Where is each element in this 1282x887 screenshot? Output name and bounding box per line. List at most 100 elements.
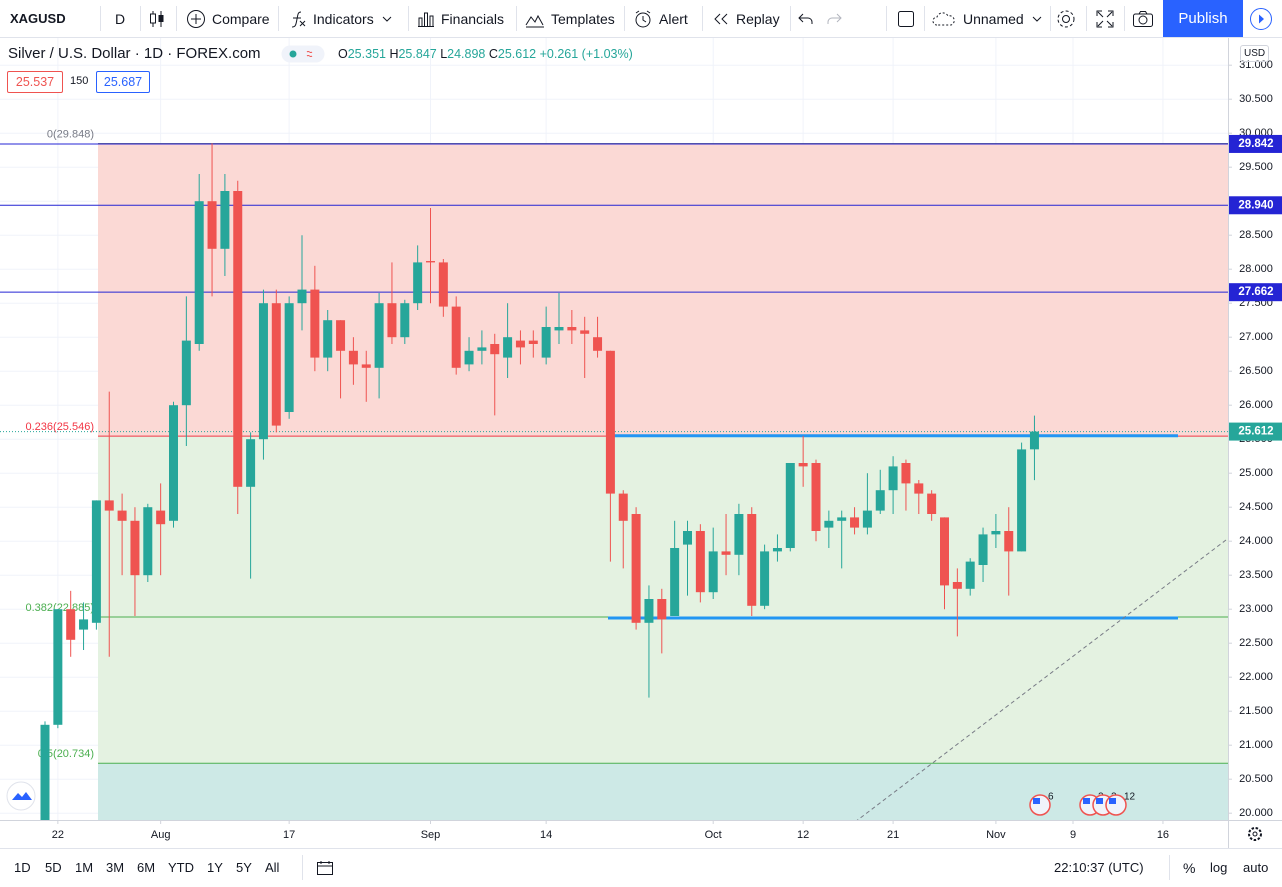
candle-body — [593, 337, 603, 351]
candle-body — [850, 517, 860, 528]
undo-button[interactable] — [798, 0, 814, 37]
separator — [924, 6, 925, 31]
candle-body — [284, 303, 294, 412]
range-button[interactable]: 6M — [137, 860, 156, 875]
candle-body — [451, 306, 461, 368]
trend-line — [856, 539, 1227, 820]
event-flag-canton — [1109, 798, 1116, 804]
candle-body — [40, 724, 50, 820]
candle-body — [374, 303, 384, 368]
financials-button[interactable]: Financials — [417, 0, 504, 37]
interval-button[interactable]: D — [115, 0, 125, 37]
range-button[interactable]: 3M — [106, 860, 125, 875]
event-flag-canton — [1096, 798, 1103, 804]
candle-body — [156, 510, 166, 525]
layout-button[interactable]: Unnamed — [931, 0, 1044, 37]
chart-type-button[interactable] — [149, 0, 165, 37]
event-marker[interactable]: 6 — [1029, 792, 1054, 816]
goto-date-button[interactable] — [316, 849, 334, 886]
candle-body — [310, 289, 320, 358]
bid-box[interactable]: 25.537 — [7, 71, 63, 93]
candle-body — [670, 548, 680, 616]
interval: D — [115, 10, 126, 27]
compare-label: Compare — [212, 10, 270, 27]
fib-zone — [98, 436, 1228, 618]
event-count: 12 — [1124, 792, 1136, 803]
settings-button[interactable] — [1055, 0, 1077, 37]
separator — [702, 6, 703, 31]
fullscreen-icon — [1096, 10, 1114, 27]
publish-button[interactable]: Publish — [1163, 0, 1243, 37]
y-tick-label: 23.500 — [1239, 569, 1273, 581]
event-marker[interactable]: 12 — [1105, 792, 1136, 816]
range-button[interactable]: YTD — [168, 860, 194, 875]
financials-label: Financials — [441, 10, 505, 27]
y-tick-label: 31.000 — [1239, 59, 1273, 71]
separator — [886, 6, 887, 31]
candle-body — [785, 463, 795, 548]
bid: 25.537 — [15, 75, 55, 89]
candle-body — [901, 463, 911, 484]
square-icon — [898, 10, 914, 27]
compare-button[interactable]: Compare — [186, 0, 270, 37]
candle-body — [271, 303, 281, 426]
snapshot-button[interactable] — [1132, 0, 1154, 37]
y-tick-label: 26.500 — [1239, 365, 1273, 377]
range-button[interactable]: 5D — [45, 860, 62, 875]
price-line-box — [1229, 283, 1282, 302]
candle-body — [53, 609, 63, 725]
candle-body — [220, 191, 230, 249]
x-tick-label: 21 — [887, 829, 899, 841]
play-button[interactable] — [1246, 0, 1276, 37]
range-button[interactable]: 1Y — [207, 860, 223, 875]
indicators-button[interactable]: Indicators — [289, 0, 394, 37]
range-button[interactable]: 1D — [14, 860, 31, 875]
separator — [176, 6, 177, 31]
candle-body — [348, 350, 358, 365]
ask: 25.687 — [103, 75, 143, 89]
candle-body — [1029, 431, 1039, 450]
y-tick-label: 29.500 — [1239, 161, 1273, 173]
bars-icon — [418, 12, 434, 27]
currency-badge[interactable]: USD — [1240, 45, 1270, 62]
cloud-icon — [932, 11, 955, 25]
auto-button[interactable]: auto — [1243, 849, 1268, 886]
replay-button[interactable]: Replay — [712, 0, 780, 37]
candle-body — [413, 262, 423, 304]
clock[interactable]: 22:10:37 (UTC) — [1054, 849, 1144, 886]
candle-body — [683, 531, 692, 545]
symbol-search[interactable]: XAGUSD — [10, 0, 66, 37]
separator — [100, 6, 101, 31]
candle-body — [169, 405, 178, 521]
select-button[interactable] — [897, 0, 915, 37]
fullscreen-button[interactable] — [1096, 0, 1114, 37]
templates-label: Templates — [551, 10, 615, 27]
candle-body — [811, 463, 821, 531]
ohlc-legend: O25.351 H25.847 L24.898 C25.612 +0.261 (… — [338, 47, 633, 61]
fib-level-label: 0.382(22.885) — [26, 602, 95, 614]
candle-body — [477, 347, 487, 351]
ask-box[interactable]: 25.687 — [96, 71, 150, 93]
alert-button[interactable]: Alert — [633, 0, 688, 37]
templates-button[interactable]: Templates — [525, 0, 615, 37]
log-button[interactable]: log — [1210, 849, 1227, 886]
symbol: XAGUSD — [10, 11, 66, 26]
x-tick-label: Oct — [705, 829, 722, 841]
candle-body — [927, 493, 937, 514]
candle-body — [194, 201, 204, 344]
event-flag-canton — [1033, 798, 1040, 804]
range-button[interactable]: 1M — [75, 860, 94, 875]
candle-body — [143, 507, 153, 576]
candle-body — [695, 531, 705, 593]
candle-body — [965, 561, 975, 589]
candle-body — [914, 483, 924, 494]
range-button[interactable]: All — [265, 860, 280, 875]
fib-level-label: 0.5(20.734) — [38, 748, 94, 760]
redo-button[interactable] — [826, 0, 842, 37]
y-tick-label: 28.500 — [1239, 229, 1273, 241]
percent-button[interactable]: % — [1183, 849, 1195, 886]
candle-body — [747, 514, 757, 606]
candle-body — [117, 510, 127, 521]
range-button[interactable]: 5Y — [236, 860, 252, 875]
